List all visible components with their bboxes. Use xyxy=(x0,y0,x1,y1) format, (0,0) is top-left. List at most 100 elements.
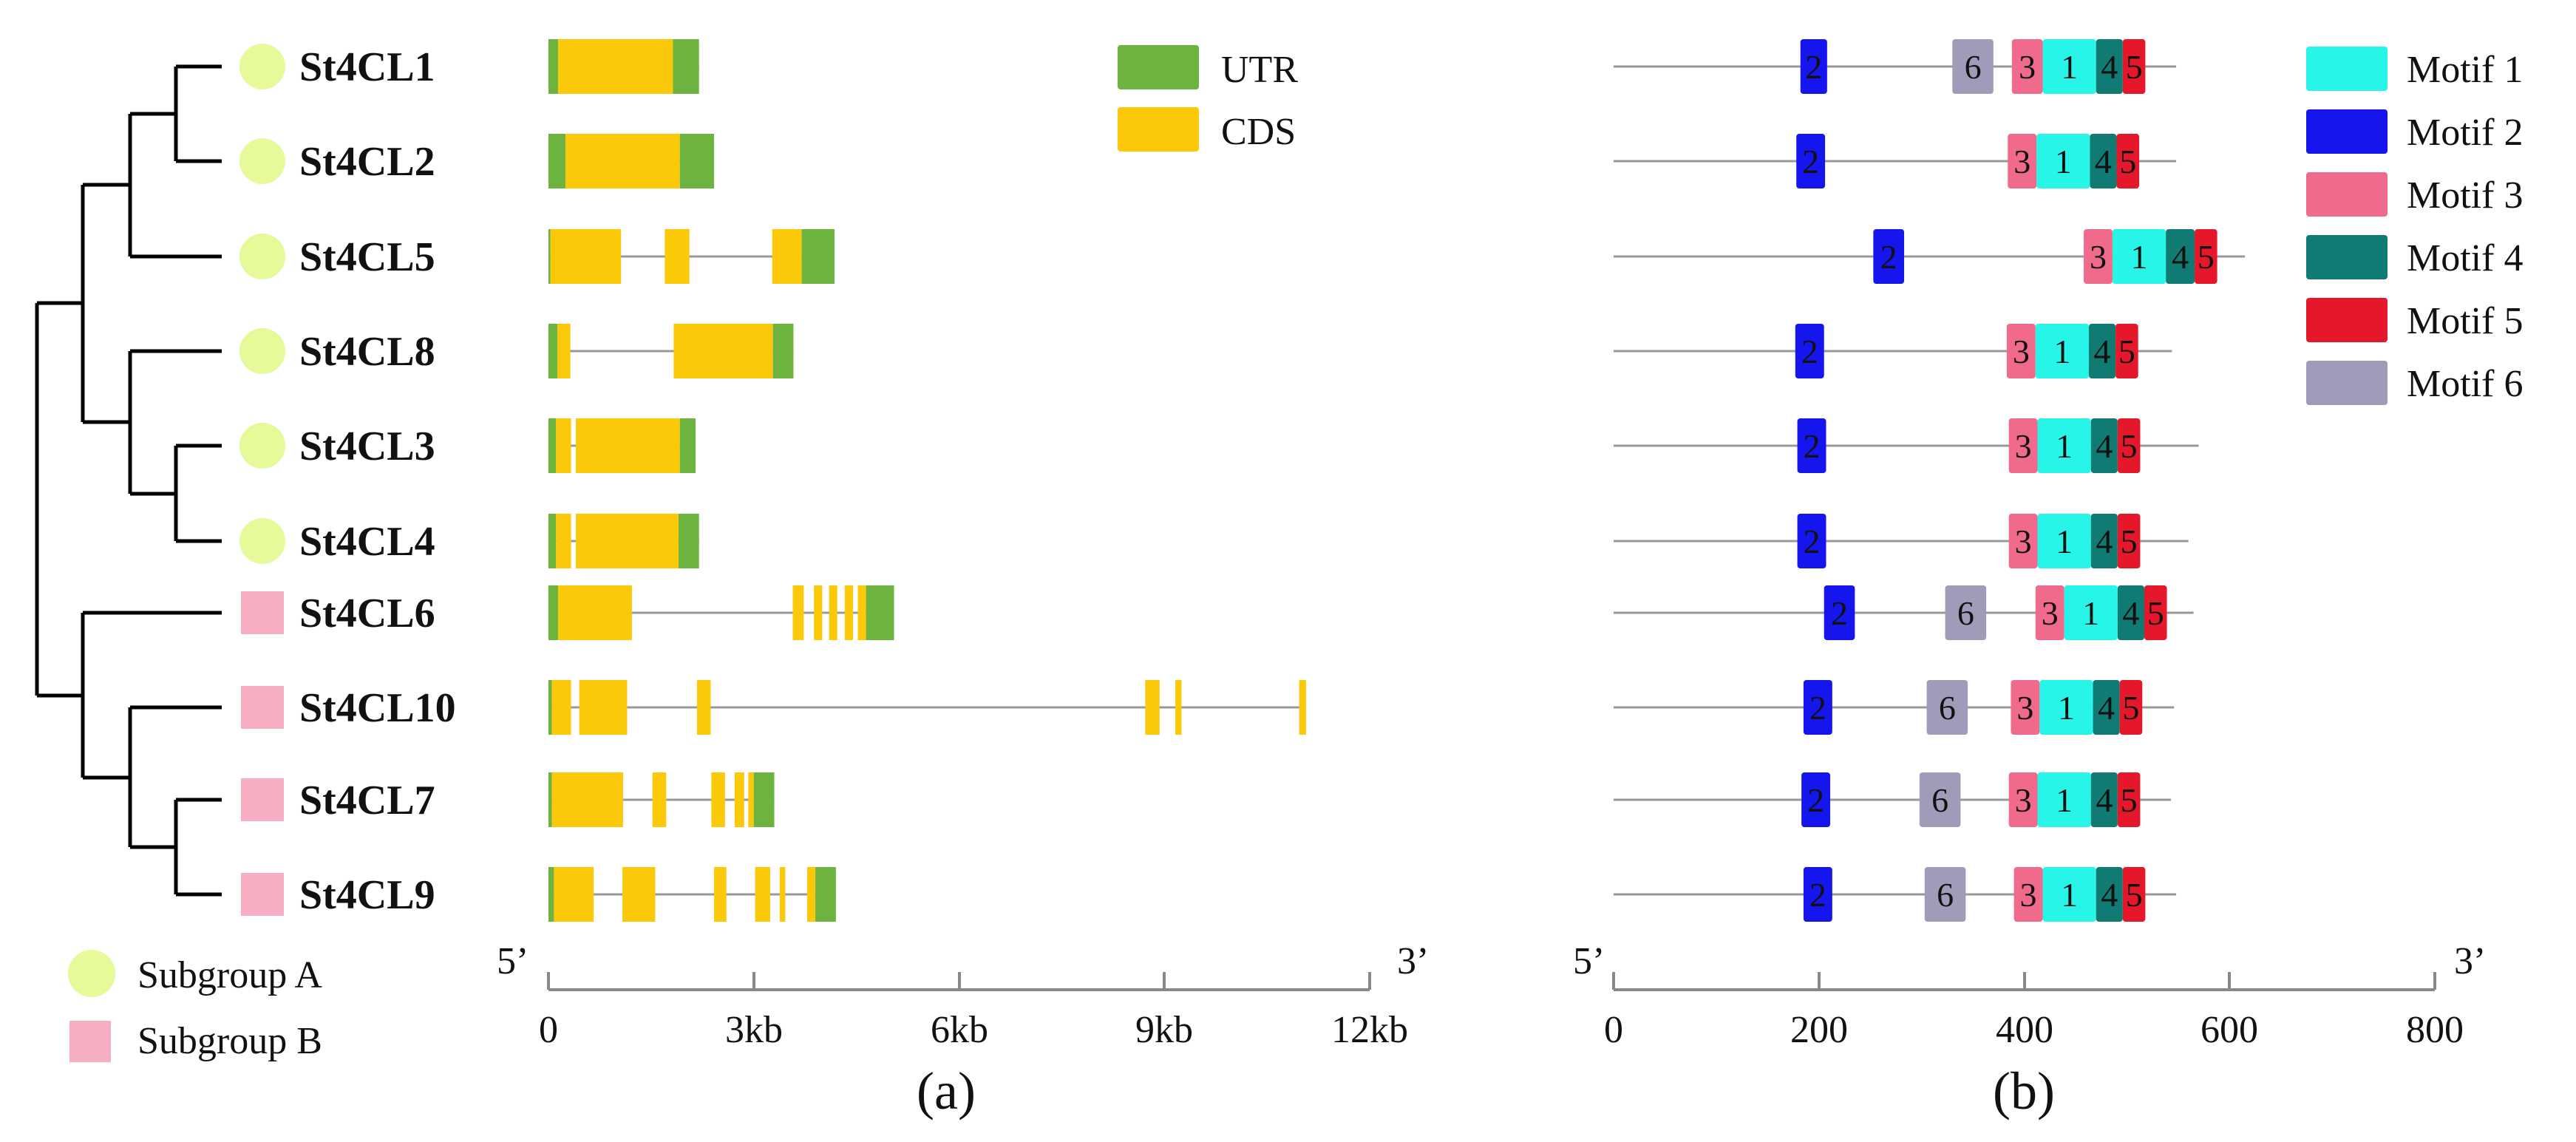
cds-segment xyxy=(711,772,725,827)
motif-6-label: 6 xyxy=(1957,594,1974,632)
motif-axis-end: 3’ xyxy=(2454,940,2486,982)
gene-label-st4cl7: St4CL7 xyxy=(299,778,435,823)
utr-segment xyxy=(815,867,836,922)
subgroup-a-marker xyxy=(68,950,115,997)
cds-segment xyxy=(1145,680,1160,735)
cds-segment xyxy=(551,680,571,735)
structure-tick-label: 3kb xyxy=(725,1009,783,1051)
motif-tick-label: 600 xyxy=(2201,1009,2258,1051)
motif-tick-label: 0 xyxy=(1604,1009,1623,1051)
utr-segment xyxy=(866,585,894,640)
motif-1-label: 1 xyxy=(2061,876,2078,914)
utr-segment xyxy=(548,134,566,188)
gene-label-st4cl4: St4CL4 xyxy=(299,519,435,565)
subgroup-a-marker xyxy=(239,518,285,564)
cds-label: CDS xyxy=(1221,111,1296,153)
structure-tick-label: 9kb xyxy=(1135,1009,1193,1051)
motif-4-swatch xyxy=(2306,235,2388,279)
motif-2-label: 2 xyxy=(1809,876,1826,914)
tree-branch xyxy=(174,443,222,543)
subgroup-a-marker xyxy=(239,138,285,184)
motif-4-label: 4 xyxy=(2122,594,2139,632)
utr-segment xyxy=(679,418,696,473)
motif-1-box xyxy=(2037,514,2091,568)
motif-5-box xyxy=(2117,772,2141,827)
motif-2-label: 2 xyxy=(1801,333,1818,370)
motif-1-box xyxy=(2042,867,2096,922)
gene-label-st4cl10: St4CL10 xyxy=(299,685,456,731)
motif-2-label: 2 xyxy=(1809,689,1826,727)
cds-segment xyxy=(554,867,594,922)
motif-1-label: 1 xyxy=(2082,594,2099,632)
gene-label-st4cl1: St4CL1 xyxy=(299,44,435,90)
motif-2-box xyxy=(1796,134,1826,188)
motif-axis: 5’ 3’ 0 200 400 600 800 xyxy=(1573,940,2486,1051)
motif-4-label: 4 xyxy=(2101,48,2118,86)
cds-segment xyxy=(1299,680,1306,735)
motif-6-label: 6 xyxy=(1965,48,1982,86)
motif-3-box xyxy=(2011,39,2043,94)
motif-1-label: 1 xyxy=(2058,689,2075,727)
motif-2-label: 2 xyxy=(1880,238,1897,276)
subgroup-markers xyxy=(239,44,285,916)
motif-5-box xyxy=(2116,134,2140,188)
structure-axis: 5’ 3’ 0 3kb 6kb 9kb 12kb xyxy=(497,940,1429,1051)
motif-4-box xyxy=(2096,867,2123,922)
cds-segment xyxy=(779,867,786,922)
motif-5-label: 5 xyxy=(2147,594,2164,632)
motif-4-box xyxy=(2090,134,2117,188)
motif-3-label: 3 xyxy=(2016,689,2033,727)
structure-axis-start: 5’ xyxy=(497,940,529,982)
motif-5-label: 5 xyxy=(2198,238,2215,276)
motif-1-box xyxy=(2042,39,2096,94)
motif-tick-label: 400 xyxy=(1996,1009,2053,1051)
motif-5-box xyxy=(2117,418,2141,473)
utr-segment xyxy=(548,418,557,473)
utr-segment xyxy=(548,772,552,827)
gene-label-st4cl5: St4CL5 xyxy=(299,234,435,280)
subgroup-a-marker xyxy=(239,423,285,469)
cds-segment xyxy=(550,229,622,284)
cds-segment xyxy=(556,418,571,473)
motif-3-label: 3 xyxy=(2090,238,2107,276)
utr-segment xyxy=(753,772,775,827)
cds-segment xyxy=(565,134,680,188)
tree-branch xyxy=(174,64,222,163)
motif-3-box xyxy=(2008,772,2038,827)
motif-5-legend-label: Motif 5 xyxy=(2407,300,2523,342)
cds-segment xyxy=(714,867,727,922)
motif-3-label: 3 xyxy=(2013,333,2030,370)
motif-3-box xyxy=(2013,867,2043,922)
structure-tick-label: 0 xyxy=(539,1009,558,1051)
motif-1-box xyxy=(2039,680,2093,735)
cds-segment xyxy=(557,324,571,378)
motif-2-label: 2 xyxy=(1802,143,1819,180)
motif-3-label: 3 xyxy=(2015,427,2032,465)
subgroup-b-marker xyxy=(241,778,284,821)
motif-4-box xyxy=(2093,680,2120,735)
motif-5-swatch xyxy=(2306,298,2388,342)
motif-2-box xyxy=(1795,324,1824,378)
cds-segment xyxy=(696,680,711,735)
motif-5-label: 5 xyxy=(2121,523,2138,560)
motif-axis-start: 5’ xyxy=(1573,940,1605,982)
motif-4-box xyxy=(2090,418,2118,473)
motif-4-label: 4 xyxy=(2096,427,2113,465)
motif-3-box xyxy=(2008,514,2038,568)
motif-3-label: 3 xyxy=(2015,781,2032,819)
motif-5-box xyxy=(2117,514,2141,568)
motif-6-box xyxy=(1926,680,1968,735)
motif-5-label: 5 xyxy=(2118,333,2135,370)
motif-5-box xyxy=(2122,39,2146,94)
utr-segment xyxy=(548,324,558,378)
cds-segment xyxy=(622,867,656,922)
motif-5-label: 5 xyxy=(2126,48,2143,86)
cds-segment xyxy=(673,324,773,378)
motif-6-box xyxy=(1952,39,1994,94)
utr-segment xyxy=(772,324,794,378)
motif-6-box xyxy=(1924,867,1966,922)
motif-4-label: 4 xyxy=(2096,523,2113,560)
motif-tick-label: 200 xyxy=(1790,1009,1848,1051)
motif-4-box xyxy=(2117,585,2144,640)
motif-3-box xyxy=(2011,680,2040,735)
